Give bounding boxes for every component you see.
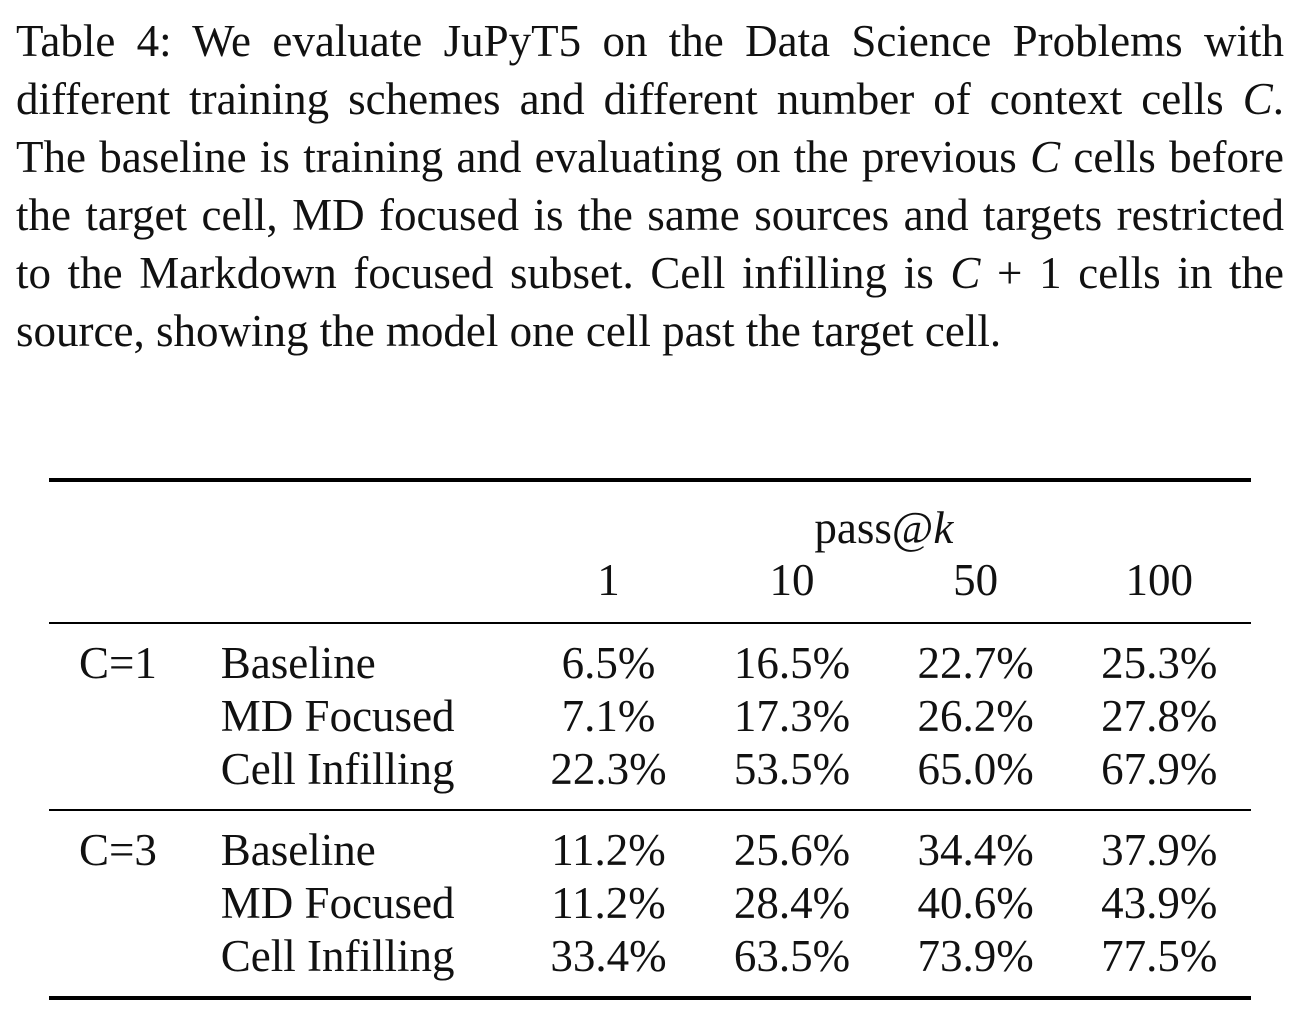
- method-name: MD Focused: [220, 690, 455, 741]
- table-row: MD Focused 11.2% 28.4% 40.6% 43.9%: [49, 876, 1251, 929]
- table-row: Cell Infilling 33.4% 63.5% 73.9% 77.5%: [49, 929, 1251, 1000]
- header-empty-cell: [221, 554, 517, 623]
- caption-text: cells in the source, showing the model o…: [16, 248, 1284, 356]
- method-name: Cell Infilling: [220, 929, 517, 1000]
- table-cell: 53.5%: [733, 743, 851, 794]
- method-name: Baseline: [220, 622, 517, 689]
- table-cell: 25.6%: [700, 809, 884, 876]
- table-cell: 40.6%: [917, 877, 1034, 928]
- table-cell: 37.9%: [1067, 809, 1251, 876]
- table-cell: 22.3%: [550, 743, 667, 794]
- method-name: MD Focused: [220, 877, 455, 928]
- table-cell: 73.9%: [883, 929, 1068, 1000]
- header-k-value: 50: [953, 555, 999, 605]
- header-metric: pass@k: [516, 478, 1251, 554]
- table-cell: 6.5%: [516, 622, 701, 689]
- table-cell: 28.4%: [733, 877, 851, 928]
- table-row: Cell Infilling 22.3% 53.5% 65.0% 67.9%: [49, 742, 1251, 810]
- header-k-value: 100: [1125, 555, 1193, 605]
- table-cell: 63.5%: [700, 929, 884, 1000]
- table-caption: Table 4: We evaluate JuPyT5 on the Data …: [16, 12, 1284, 360]
- table-row: C=3 Baseline 11.2% 25.6% 34.4% 37.9%: [49, 809, 1251, 876]
- group-label-empty: [49, 689, 221, 742]
- group-label-empty: [49, 876, 221, 929]
- group-label: C=3: [49, 809, 221, 876]
- table-cell: 33.4%: [516, 929, 701, 1000]
- method-name: Baseline: [220, 809, 517, 876]
- caption-text: Table 4: We evaluate JuPyT5 on the Data …: [16, 16, 1284, 124]
- header-metric-k: k: [933, 503, 954, 553]
- header-metric-prefix: pass@: [814, 503, 934, 553]
- caption-math-plus-one: + 1: [980, 248, 1062, 298]
- table-cell: 7.1%: [561, 690, 656, 741]
- group-label-empty: [49, 742, 221, 810]
- table-cell: 11.2%: [551, 877, 666, 928]
- table-cell: 25.3%: [1067, 622, 1251, 689]
- table-row: MD Focused 7.1% 17.3% 26.2% 27.8%: [49, 689, 1251, 742]
- header-empty-cell: [49, 554, 221, 623]
- table-cell: 16.5%: [700, 622, 884, 689]
- table-cell: 77.5%: [1067, 929, 1251, 1000]
- table-cell: 11.2%: [516, 809, 701, 876]
- table-cell: 34.4%: [883, 809, 1068, 876]
- caption-math-c: C: [1242, 74, 1273, 124]
- table-cell: 17.3%: [733, 690, 851, 741]
- caption-math-c: C: [950, 248, 981, 298]
- method-name: Cell Infilling: [220, 743, 455, 794]
- header-k-value: 1: [597, 555, 620, 605]
- header-k-value: 10: [769, 555, 815, 605]
- table-cell: 43.9%: [1101, 877, 1218, 928]
- table-cell: 27.8%: [1101, 690, 1218, 741]
- header-empty-cell: [49, 478, 221, 554]
- results-table: pass@k 1 10 50 100 C=1 Baseline 6.5% 16.…: [49, 478, 1251, 1000]
- caption-math-c: C: [1030, 132, 1061, 182]
- table-cell: 67.9%: [1101, 743, 1218, 794]
- caption-text: cells before the target cell, MD focused…: [16, 132, 1284, 298]
- group-label: C=1: [49, 622, 221, 689]
- table-cell: 22.7%: [883, 622, 1068, 689]
- group-label-empty: [49, 929, 221, 1000]
- table-cell: 65.0%: [917, 743, 1034, 794]
- table-row: C=1 Baseline 6.5% 16.5% 22.7% 25.3%: [49, 622, 1251, 689]
- caption-text: . The baseline is training and evaluatin…: [16, 74, 1284, 182]
- header-empty-cell: [220, 478, 517, 554]
- table-cell: 26.2%: [917, 690, 1034, 741]
